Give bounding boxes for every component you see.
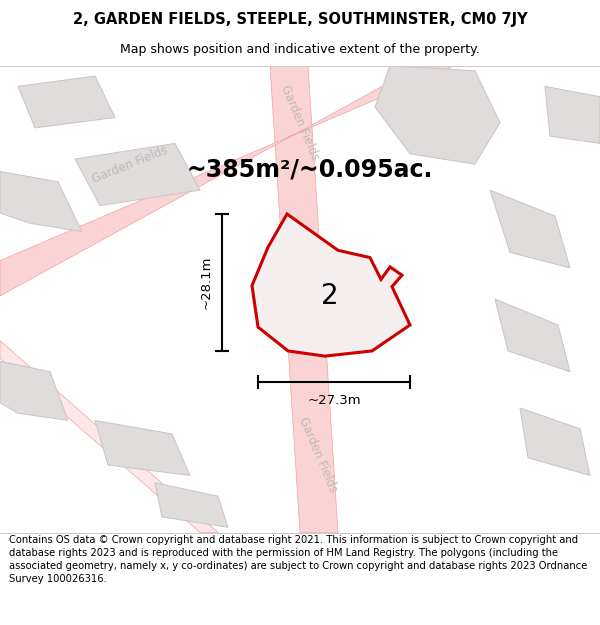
Polygon shape: [95, 421, 190, 476]
Polygon shape: [545, 86, 600, 143]
Polygon shape: [252, 214, 410, 356]
Polygon shape: [375, 66, 500, 164]
Text: 2: 2: [321, 282, 339, 310]
Polygon shape: [490, 190, 570, 268]
Text: ~27.3m: ~27.3m: [307, 394, 361, 408]
Polygon shape: [75, 143, 200, 206]
Polygon shape: [270, 66, 338, 532]
Polygon shape: [155, 482, 228, 528]
Polygon shape: [18, 76, 115, 128]
Text: Garden Fields: Garden Fields: [90, 143, 170, 185]
Polygon shape: [520, 408, 590, 476]
Text: Contains OS data © Crown copyright and database right 2021. This information is : Contains OS data © Crown copyright and d…: [9, 535, 587, 584]
Polygon shape: [0, 66, 455, 296]
Text: Map shows position and indicative extent of the property.: Map shows position and indicative extent…: [120, 42, 480, 56]
Polygon shape: [0, 171, 82, 232]
Text: ~385m²/~0.095ac.: ~385m²/~0.095ac.: [187, 158, 433, 181]
Polygon shape: [0, 361, 68, 421]
Polygon shape: [495, 299, 570, 372]
Text: Garden Fields: Garden Fields: [296, 415, 340, 494]
Text: 2, GARDEN FIELDS, STEEPLE, SOUTHMINSTER, CM0 7JY: 2, GARDEN FIELDS, STEEPLE, SOUTHMINSTER,…: [73, 12, 527, 27]
Polygon shape: [0, 341, 218, 532]
Text: Garden Fields: Garden Fields: [278, 83, 322, 162]
Text: ~28.1m: ~28.1m: [199, 256, 212, 309]
